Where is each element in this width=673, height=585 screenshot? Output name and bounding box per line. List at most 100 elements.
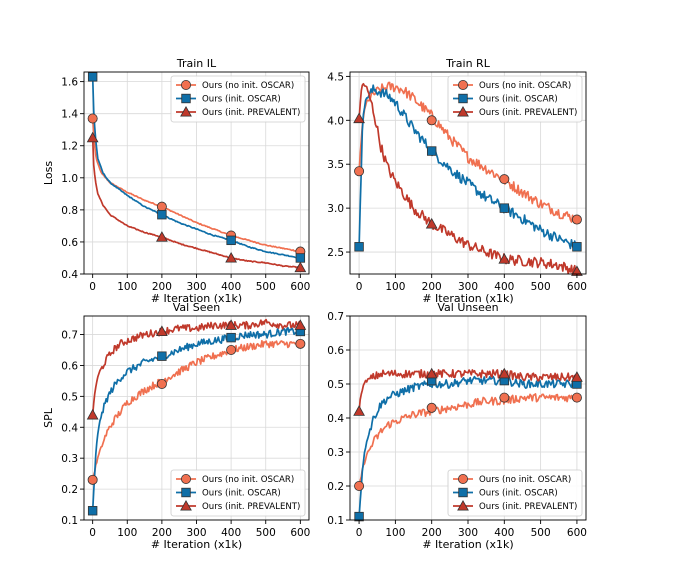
legend-label: Ours (init. PREVALENT)	[202, 108, 300, 118]
legend-marker-square	[458, 487, 468, 498]
chart-title: Train RL	[445, 57, 491, 70]
x-tick-label: 400	[221, 281, 241, 293]
x-tick-label: 100	[117, 281, 137, 293]
x-tick-label: 200	[422, 527, 442, 539]
legend-marker-square	[458, 93, 468, 104]
legend-label: Ours (no init. OSCAR)	[202, 81, 294, 91]
data-point-triangle	[294, 261, 307, 273]
series-line-2	[358, 84, 578, 251]
data-point-circle	[499, 174, 510, 185]
legend: Ours (no init. OSCAR) Ours (init. OSCAR) O…	[170, 469, 306, 517]
chart-title: Val Seen	[173, 301, 220, 314]
chart-panel-4: 0 100 200 300 400 500 600 0.1 0.2 0.3 0.4 0.5 0.6 0.7…	[327, 301, 587, 551]
data-point-circle	[156, 378, 167, 389]
series-lines	[358, 368, 578, 517]
y-tick-label: 0.7	[327, 311, 344, 323]
x-axis-label: # Iteration (x1k)	[151, 538, 242, 551]
y-tick-label: 0.3	[327, 447, 344, 459]
data-point-square	[87, 506, 98, 516]
y-tick-label: 0.1	[61, 515, 78, 527]
x-tick-label: 0	[356, 281, 363, 293]
legend-marker-triangle	[180, 105, 192, 117]
x-tick-label: 0	[89, 527, 96, 539]
legend-label: Ours (init. OSCAR)	[202, 95, 281, 105]
x-tick-label: 300	[458, 527, 478, 539]
series-line-2	[358, 375, 578, 517]
x-tick-label: 400	[494, 281, 514, 293]
y-tick-label: 0.4	[327, 413, 344, 425]
chart-panel-3: 0 100 200 300 400 500 600 0.1 0.2 0.3 0.4 0.5 0.6 0.7…	[42, 301, 310, 551]
series-line-3	[358, 82, 578, 274]
legend-marker-triangle	[457, 499, 469, 511]
data-point-circle	[87, 474, 98, 485]
legend-label: Ours (no init. OSCAR)	[479, 81, 571, 91]
x-tick-label: 500	[531, 281, 551, 293]
y-axis-label: Loss	[42, 161, 55, 185]
chart-panel-1: 0 100 200 300 400 500 600 0.4 0.6 0.8 1.0 1.2 1.4 1.6…	[42, 57, 310, 305]
y-tick-label: 2.5	[327, 247, 344, 259]
legend-label: Ours (init. OSCAR)	[479, 489, 558, 499]
y-tick-label: 1.0	[61, 173, 78, 185]
x-tick-label: 600	[567, 527, 587, 539]
data-point-triangle	[294, 319, 307, 330]
series-markers	[86, 319, 307, 516]
x-tick-label: 500	[256, 527, 276, 539]
data-point-circle	[354, 480, 365, 491]
legend-label: Ours (init. PREVALENT)	[479, 502, 577, 512]
legend-marker-circle	[180, 80, 191, 91]
legend: Ours (no init. OSCAR) Ours (init. OSCAR) O…	[447, 469, 583, 517]
y-tick-label: 0.7	[61, 330, 78, 342]
data-point-circle	[426, 402, 437, 413]
legend-box	[447, 75, 583, 123]
x-axis-label: # Iteration (x1k)	[422, 292, 513, 305]
y-tick-label: 4.5	[327, 71, 344, 83]
data-point-triangle	[498, 367, 511, 379]
x-tick-label: 600	[290, 281, 310, 293]
x-tick-label: 400	[221, 527, 241, 539]
series-lines	[91, 76, 301, 269]
data-point-square	[354, 242, 364, 252]
x-tick-label: 500	[256, 281, 276, 293]
legend-box	[447, 469, 583, 517]
data-point-square	[426, 146, 437, 156]
x-tick-label: 300	[186, 527, 206, 539]
x-tick-label: 100	[385, 281, 405, 293]
y-tick-label: 0.8	[61, 205, 78, 217]
y-tick-label: 1.6	[61, 77, 78, 89]
y-tick-label: 0.3	[61, 453, 78, 465]
data-point-triangle	[86, 131, 99, 143]
data-point-circle	[426, 115, 437, 126]
x-tick-label: 100	[117, 527, 137, 539]
chart-panel-2: 0 100 200 300 400 500 600 2.5 3.0 3.5 4.0 4.5 Train …	[327, 57, 587, 305]
y-tick-label: 0.5	[327, 379, 344, 391]
series-lines	[358, 81, 578, 274]
data-point-triangle	[156, 325, 168, 337]
y-tick-label: 0.5	[61, 391, 78, 403]
data-point-triangle	[86, 408, 99, 420]
data-point-triangle	[156, 231, 168, 242]
data-point-square	[226, 235, 236, 246]
legend-box	[170, 469, 306, 517]
data-point-circle	[87, 113, 98, 124]
legend-marker-circle	[457, 473, 468, 484]
data-point-triangle	[353, 112, 365, 124]
y-tick-label: 0.4	[61, 422, 78, 434]
data-point-square	[499, 203, 510, 213]
y-tick-label: 0.6	[61, 237, 78, 249]
x-tick-label: 300	[458, 281, 478, 293]
data-point-triangle	[225, 319, 237, 330]
data-point-circle	[354, 166, 365, 177]
x-axis-label: # Iteration (x1k)	[151, 292, 242, 305]
data-point-square	[572, 242, 582, 252]
data-point-square	[87, 72, 98, 82]
legend-label: Ours (init. OSCAR)	[479, 95, 558, 105]
y-tick-label: 0.6	[61, 360, 78, 372]
x-tick-label: 0	[356, 527, 363, 539]
data-point-triangle	[425, 217, 438, 229]
data-point-circle	[571, 214, 582, 225]
legend: Ours (no init. OSCAR) Ours (init. OSCAR) O…	[447, 75, 583, 123]
y-tick-label: 1.4	[61, 109, 78, 121]
y-tick-label: 0.2	[61, 484, 78, 496]
series-line-1	[91, 339, 301, 480]
